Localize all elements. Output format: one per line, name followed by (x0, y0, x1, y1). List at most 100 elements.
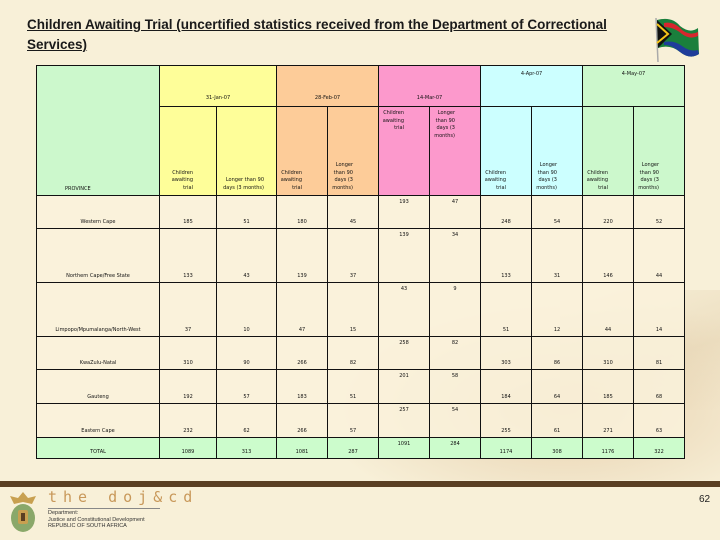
cell-feb-awaiting: 47 (276, 282, 328, 337)
subheader-longer-mar: Longer than 90 days (3 months) (429, 106, 481, 196)
cell-apr-awaiting: 248 (480, 195, 532, 229)
cell-jan-longer: 43 (216, 228, 277, 283)
cell-may-awaiting: 271 (582, 403, 634, 438)
date-header-may: 4-May-07 (582, 65, 685, 107)
province-name: Northern Cape/Free State (36, 228, 160, 283)
total-jan-longer: 313 (216, 437, 277, 459)
province-name: Gauteng (36, 369, 160, 404)
cell-mar-awaiting: 139 (378, 228, 430, 283)
footer-department-text: Department: Justice and Constitutional D… (48, 510, 145, 530)
cell-mar-longer: 34 (429, 228, 481, 283)
cell-may-awaiting: 220 (582, 195, 634, 229)
date-header-mar: 14-Mar-07 (378, 65, 481, 107)
footer-brand: the doj&cd (48, 488, 199, 506)
cell-may-awaiting: 146 (582, 228, 634, 283)
subheader-longer-may: Longer than 90 days (3 months) (633, 106, 685, 196)
subheader-awaiting-apr: Children awaiting trial (480, 106, 532, 196)
cell-may-awaiting: 185 (582, 369, 634, 404)
cell-apr-awaiting: 51 (480, 282, 532, 337)
cell-feb-longer: 51 (327, 369, 379, 404)
total-feb-longer: 287 (327, 437, 379, 459)
cell-feb-awaiting: 139 (276, 228, 328, 283)
cell-feb-awaiting: 180 (276, 195, 328, 229)
footer-line-3: REPUBLIC OF SOUTH AFRICA (48, 523, 127, 529)
total-apr-awaiting: 1174 (480, 437, 532, 459)
cell-may-longer: 81 (633, 336, 685, 370)
cell-jan-awaiting: 37 (159, 282, 217, 337)
footer-line-1: Department: (48, 510, 79, 516)
table-row: Western Cape 185 51 180 45 193 47 248 54… (36, 195, 685, 229)
cell-jan-awaiting: 185 (159, 195, 217, 229)
cell-mar-longer: 82 (429, 336, 481, 370)
table-row: Northern Cape/Free State 133 43 139 37 1… (36, 228, 685, 283)
cell-jan-longer: 62 (216, 403, 277, 438)
cell-apr-awaiting: 303 (480, 336, 532, 370)
total-feb-awaiting: 1081 (276, 437, 328, 459)
table-row: Gauteng 192 57 183 51 201 58 184 64 185 … (36, 369, 685, 404)
total-jan-awaiting: 1089 (159, 437, 217, 459)
province-name: Eastern Cape (36, 403, 160, 438)
footer-line-2: Justice and Constitutional Development (48, 516, 145, 523)
province-name: Limpopo/Mpumalanga/North-West (36, 282, 160, 337)
page-number: 62 (699, 494, 711, 505)
cell-mar-longer: 47 (429, 195, 481, 229)
total-mar-awaiting: 1091 (378, 437, 430, 459)
children-awaiting-trial-table: PROVINCE 31-Jan-07 28-Feb-07 14-Mar-07 4… (36, 65, 685, 459)
cell-mar-awaiting: 43 (378, 282, 430, 337)
cell-feb-longer: 57 (327, 403, 379, 438)
cell-jan-longer: 57 (216, 369, 277, 404)
cell-mar-awaiting: 257 (378, 403, 430, 438)
cell-may-awaiting: 310 (582, 336, 634, 370)
cell-apr-longer: 64 (531, 369, 583, 404)
cell-may-longer: 14 (633, 282, 685, 337)
footer-divider-bar (0, 481, 720, 487)
cell-may-awaiting: 44 (582, 282, 634, 337)
subheader-awaiting-feb: Children awaiting trial (276, 106, 328, 196)
cell-feb-awaiting: 266 (276, 336, 328, 370)
total-may-awaiting: 1176 (582, 437, 634, 459)
cell-may-longer: 52 (633, 195, 685, 229)
subheader-awaiting-jan: Children awaiting trial (159, 106, 217, 196)
subheader-awaiting-may: Children awaiting trial (582, 106, 634, 196)
cell-may-longer: 44 (633, 228, 685, 283)
coat-of-arms-icon (8, 490, 38, 534)
cell-jan-awaiting: 310 (159, 336, 217, 370)
cell-feb-longer: 45 (327, 195, 379, 229)
subheader-longer-jan: Longer than 90 days (3 months) (216, 106, 277, 196)
total-apr-longer: 308 (531, 437, 583, 459)
date-header-feb: 28-Feb-07 (276, 65, 379, 107)
cell-feb-awaiting: 266 (276, 403, 328, 438)
total-may-longer: 322 (633, 437, 685, 459)
cell-mar-longer: 9 (429, 282, 481, 337)
subheader-awaiting-mar: Children awaiting trial (378, 106, 430, 196)
cell-mar-awaiting: 201 (378, 369, 430, 404)
subheader-longer-apr: Longer than 90 days (3 months) (531, 106, 583, 196)
total-label: TOTAL (36, 437, 160, 459)
cell-may-longer: 63 (633, 403, 685, 438)
cell-jan-awaiting: 133 (159, 228, 217, 283)
cell-apr-longer: 54 (531, 195, 583, 229)
cell-jan-longer: 90 (216, 336, 277, 370)
cell-apr-longer: 86 (531, 336, 583, 370)
cell-jan-longer: 10 (216, 282, 277, 337)
total-row: TOTAL 1089 313 1081 287 1091 284 1174 30… (36, 437, 685, 459)
table-row: Limpopo/Mpumalanga/North-West 37 10 47 1… (36, 282, 685, 337)
cell-apr-longer: 31 (531, 228, 583, 283)
cell-apr-awaiting: 133 (480, 228, 532, 283)
cell-mar-awaiting: 258 (378, 336, 430, 370)
province-header: PROVINCE (36, 65, 160, 196)
province-name: Western Cape (36, 195, 160, 229)
subheader-longer-feb: Longer than 90 days (3 months) (327, 106, 379, 196)
cell-jan-longer: 51 (216, 195, 277, 229)
footer-brand-underline (48, 508, 160, 509)
cell-feb-longer: 15 (327, 282, 379, 337)
south-africa-flag-icon (652, 12, 702, 64)
cell-mar-longer: 54 (429, 403, 481, 438)
date-header-apr: 4-Apr-07 (480, 65, 583, 107)
table-row: Eastern Cape 232 62 266 57 257 54 255 61… (36, 403, 685, 438)
cell-may-longer: 68 (633, 369, 685, 404)
date-header-jan: 31-Jan-07 (159, 65, 277, 107)
cell-feb-awaiting: 183 (276, 369, 328, 404)
cell-apr-longer: 61 (531, 403, 583, 438)
cell-feb-longer: 37 (327, 228, 379, 283)
